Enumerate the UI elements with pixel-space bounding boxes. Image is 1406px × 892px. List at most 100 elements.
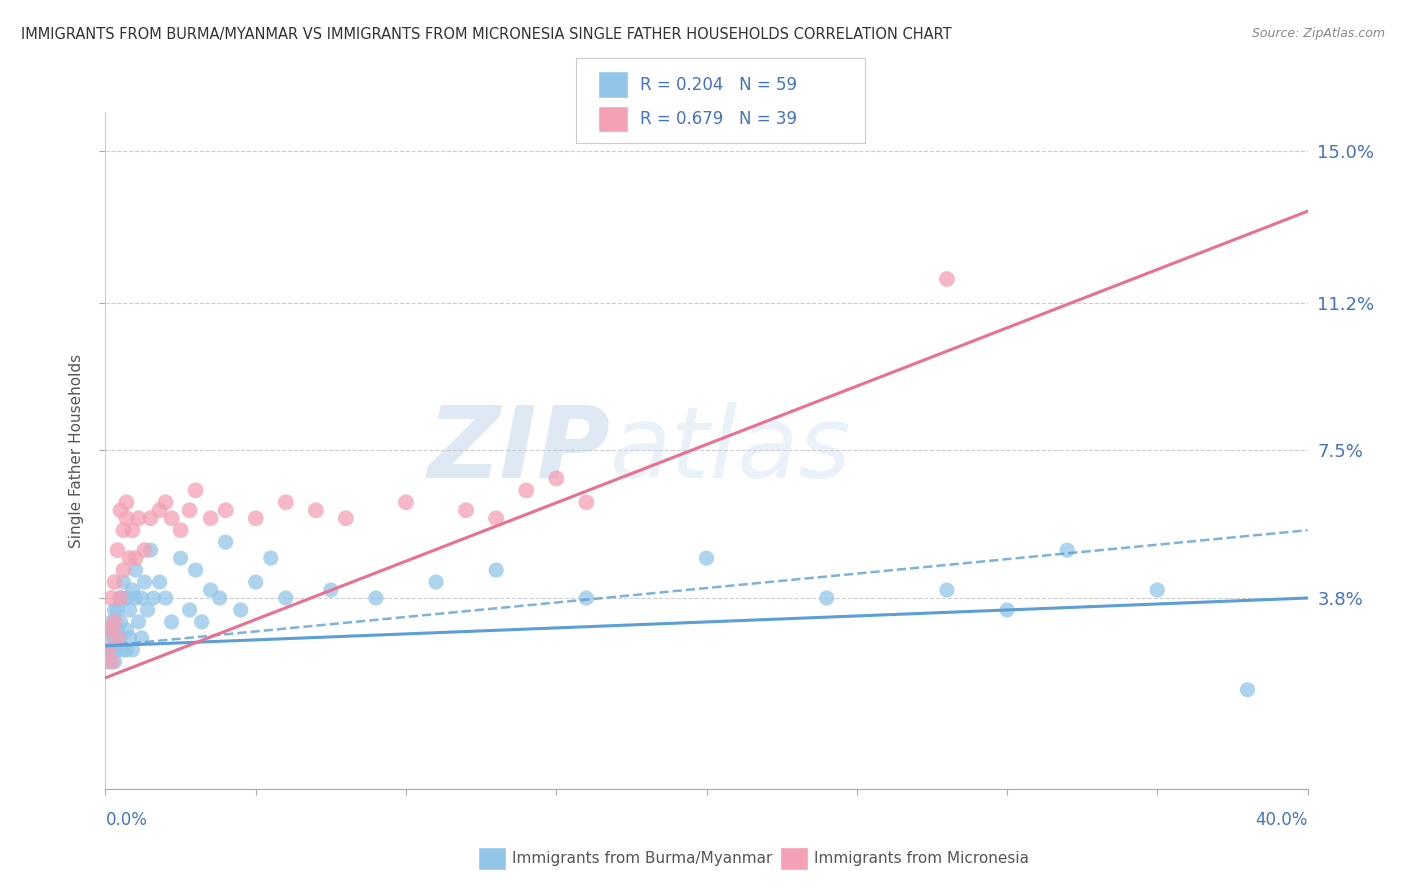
Point [100, 591, 122, 605]
Point [200, 511, 222, 525]
Point [169, 551, 191, 566]
Point [184, 483, 207, 498]
Point [110, 591, 132, 605]
Text: Immigrants from Burma/Myanmar: Immigrants from Burma/Myanmar [512, 851, 772, 865]
Point [936, 272, 959, 286]
Point [118, 631, 141, 645]
Point [97, 655, 120, 669]
Point [103, 655, 125, 669]
Point [131, 631, 153, 645]
Point [139, 511, 162, 525]
Point [395, 495, 418, 509]
Point [103, 603, 125, 617]
Point [115, 643, 138, 657]
Point [121, 582, 143, 597]
Point [245, 575, 267, 590]
Point [100, 615, 122, 629]
Point [110, 591, 132, 605]
Text: Immigrants from Micronesia: Immigrants from Micronesia [814, 851, 1029, 865]
Point [305, 503, 328, 517]
Point [128, 511, 150, 525]
Point [148, 503, 170, 517]
Point [575, 591, 598, 605]
Point [169, 523, 191, 537]
Point [229, 603, 252, 617]
Point [107, 631, 129, 645]
Point [160, 615, 183, 629]
Point [110, 615, 132, 629]
Point [115, 495, 138, 509]
Point [107, 543, 129, 558]
Point [139, 543, 162, 558]
Point [155, 495, 177, 509]
Point [454, 503, 477, 517]
Point [124, 563, 146, 577]
Point [107, 623, 129, 637]
Point [134, 543, 156, 558]
Point [100, 623, 122, 637]
Point [97, 623, 120, 637]
Point [214, 535, 236, 549]
Point [134, 575, 156, 590]
Point [100, 655, 122, 669]
Point [160, 511, 183, 525]
Point [112, 643, 135, 657]
Point [155, 591, 177, 605]
Point [214, 503, 236, 517]
Text: ZIP: ZIP [427, 402, 610, 499]
Point [115, 591, 138, 605]
Point [245, 511, 267, 525]
Point [97, 631, 120, 645]
Point [575, 495, 598, 509]
Point [200, 582, 222, 597]
Point [112, 575, 135, 590]
Point [148, 575, 170, 590]
Point [124, 591, 146, 605]
Point [815, 591, 838, 605]
Point [103, 631, 125, 645]
Point [208, 591, 231, 605]
Point [131, 591, 153, 605]
Text: Source: ZipAtlas.com: Source: ZipAtlas.com [1251, 27, 1385, 40]
Point [485, 511, 508, 525]
Point [121, 523, 143, 537]
Point [696, 551, 718, 566]
Point [100, 643, 122, 657]
Point [107, 603, 129, 617]
Point [179, 603, 201, 617]
Point [1056, 543, 1078, 558]
Point [485, 563, 508, 577]
Point [936, 582, 959, 597]
Point [274, 495, 297, 509]
Point [1236, 682, 1258, 697]
Text: R = 0.679   N = 39: R = 0.679 N = 39 [640, 110, 797, 128]
Point [128, 615, 150, 629]
Point [97, 643, 120, 657]
Point [425, 575, 447, 590]
Point [142, 591, 165, 605]
Point [190, 615, 212, 629]
Point [112, 563, 135, 577]
Text: R = 0.204   N = 59: R = 0.204 N = 59 [640, 76, 797, 94]
Point [110, 503, 132, 517]
Text: 0.0%: 0.0% [105, 811, 148, 829]
Point [118, 603, 141, 617]
Point [995, 603, 1018, 617]
Point [546, 471, 568, 485]
Point [112, 523, 135, 537]
Point [136, 603, 159, 617]
Point [121, 643, 143, 657]
Text: 40.0%: 40.0% [1256, 811, 1308, 829]
Point [274, 591, 297, 605]
Point [110, 631, 132, 645]
Point [184, 563, 207, 577]
Point [107, 643, 129, 657]
Point [1146, 582, 1168, 597]
Point [103, 615, 125, 629]
Point [364, 591, 387, 605]
Point [115, 623, 138, 637]
Point [115, 511, 138, 525]
Text: IMMIGRANTS FROM BURMA/MYANMAR VS IMMIGRANTS FROM MICRONESIA SINGLE FATHER HOUSEH: IMMIGRANTS FROM BURMA/MYANMAR VS IMMIGRA… [21, 27, 952, 42]
Point [319, 582, 342, 597]
Point [179, 503, 201, 517]
